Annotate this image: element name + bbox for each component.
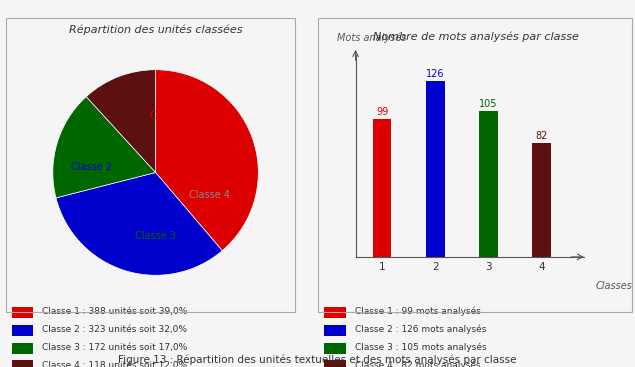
Text: Classe 1 : 388 unités soit 39,0%: Classe 1 : 388 unités soit 39,0% [42,307,187,316]
Bar [324,360,345,367]
Text: Nombre de mots analysés par classe: Nombre de mots analysés par classe [373,32,579,42]
Wedge shape [156,70,258,251]
Bar [12,325,33,336]
Text: Classe 4 : 118 unités soit 12,0%: Classe 4 : 118 unités soit 12,0% [42,360,187,367]
Text: Classe 3: Classe 3 [135,231,176,241]
Text: Classe 4 : 82 mots analysés: Classe 4 : 82 mots analysés [355,360,481,367]
Text: Figure 13 : Répartition des unités textuelles et des mots analysés par classe: Figure 13 : Répartition des unités textu… [118,355,517,365]
Text: 82: 82 [535,131,548,141]
Bar [12,307,33,318]
Text: 99: 99 [376,107,389,117]
Text: Classe 3 : 172 unités soit 17,0%: Classe 3 : 172 unités soit 17,0% [42,343,187,352]
Bar [324,342,345,354]
Text: Classe 1 : 99 mots analysés: Classe 1 : 99 mots analysés [355,307,481,316]
Bar [324,307,345,318]
Wedge shape [53,97,156,198]
Wedge shape [86,70,156,172]
Text: Classe 2 : 323 unités soit 32,0%: Classe 2 : 323 unités soit 32,0% [42,325,187,334]
Bar [12,360,33,367]
Text: Classe 2: Classe 2 [71,162,112,172]
Bar [373,119,392,257]
Text: Classe 3 : 105 mots analysés: Classe 3 : 105 mots analysés [355,342,486,352]
Bar [426,81,444,257]
Text: 105: 105 [479,99,498,109]
Text: Classe 4: Classe 4 [189,190,229,200]
Wedge shape [56,172,222,275]
Text: 126: 126 [426,69,444,79]
Text: Classe 2 : 126 mots analysés: Classe 2 : 126 mots analysés [355,324,486,334]
Text: Mots analysés: Mots analysés [337,32,406,43]
Title: Répartition des unités classées: Répartition des unités classées [69,25,243,35]
Bar [12,342,33,354]
Bar [479,111,498,257]
Text: Classes: Classes [596,281,632,291]
Bar [532,143,551,257]
Text: Classe 1: Classe 1 [150,111,192,121]
Bar [324,325,345,336]
